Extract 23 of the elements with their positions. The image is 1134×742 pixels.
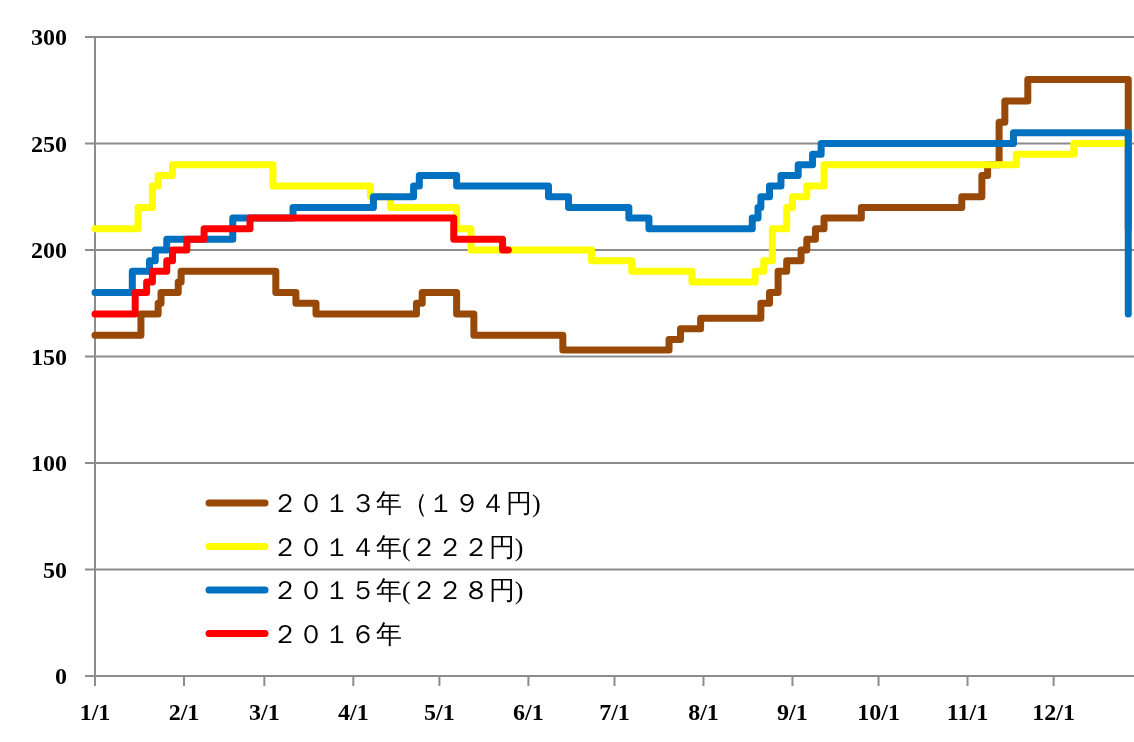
x-tick-label: 3/1 [249,699,280,725]
y-tick-label: 50 [43,556,67,583]
x-tick-label: 9/1 [777,699,808,725]
legend-label: ２０１６年 [272,619,402,649]
x-tick-label: 1/1 [79,699,111,725]
x-tick-label: 6/1 [513,699,544,725]
legend-label: ２０１５年(２２８円) [272,576,524,605]
x-tick-label: 10/1 [857,699,900,725]
y-tick-label: 250 [31,130,67,157]
y-tick-label: 150 [31,343,67,370]
x-tick-label: 5/1 [424,699,455,725]
y-tick-label: 0 [55,663,67,689]
x-tick-label: 4/1 [337,699,369,725]
legend-label: ２０１３年（１９４円) [272,489,541,518]
x-tick-label: 2/1 [168,699,200,725]
y-tick-label: 100 [31,450,67,476]
x-tick-label: 12/1 [1032,699,1075,725]
x-tick-label: 11/1 [946,699,989,725]
x-tick-label: 7/1 [599,699,630,725]
legend-label: ２０１４年(２２２円) [272,532,524,562]
y-tick-label: 200 [31,237,67,263]
y-tick-label: 300 [31,24,67,50]
x-tick-label: 8/1 [688,699,719,725]
